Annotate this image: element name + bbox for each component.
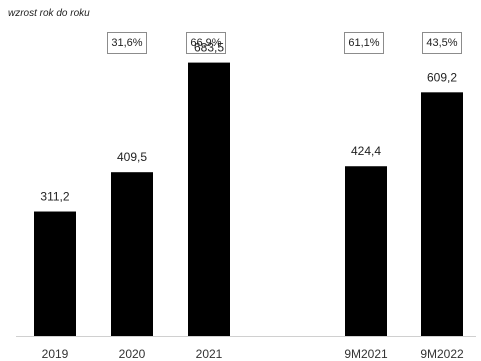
bar-9m2022	[421, 92, 463, 336]
tick-label-9m2021: 9M2021	[344, 347, 388, 361]
tick-label-2020: 2020	[119, 347, 146, 361]
data-label-2021: 683,5	[194, 41, 224, 55]
bar-2020	[111, 172, 153, 336]
tick-label-2019: 2019	[42, 347, 69, 361]
data-label-9m2021: 424,4	[351, 144, 381, 158]
bar-2021	[188, 63, 230, 336]
tick-label-2021: 2021	[196, 347, 223, 361]
bar-2019	[34, 212, 76, 336]
data-label-2019: 311,2	[40, 190, 69, 204]
tick-label-9m2022: 9M2022	[420, 347, 464, 361]
data-label-9m2022: 609,2	[427, 70, 457, 84]
bar-9m2021	[345, 166, 387, 336]
data-label-2020: 409,5	[117, 150, 147, 164]
